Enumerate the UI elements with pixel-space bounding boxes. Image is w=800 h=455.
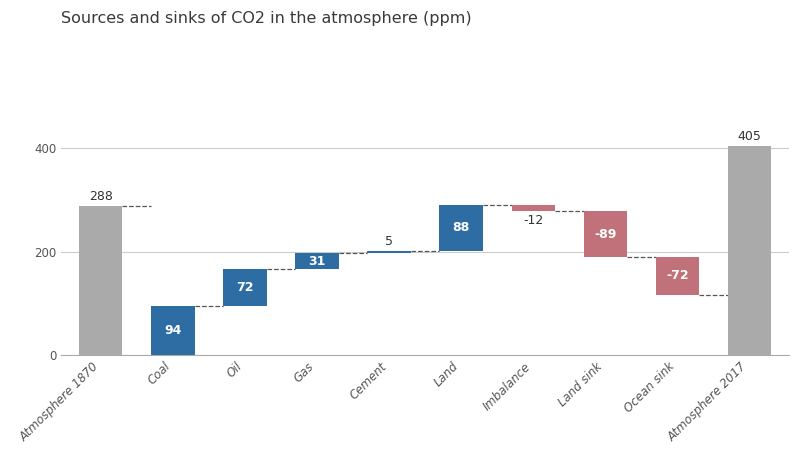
Text: 5: 5 xyxy=(385,235,393,248)
Text: 288: 288 xyxy=(89,191,113,203)
Bar xyxy=(583,211,626,258)
Bar xyxy=(151,307,194,355)
Bar xyxy=(367,251,410,253)
Bar xyxy=(295,253,338,269)
Bar xyxy=(728,146,771,355)
Bar xyxy=(511,205,554,211)
Text: Sources and sinks of CO2 in the atmosphere (ppm): Sources and sinks of CO2 in the atmosphe… xyxy=(62,11,472,26)
Text: 31: 31 xyxy=(308,255,326,268)
Bar xyxy=(79,206,122,355)
Text: -89: -89 xyxy=(594,228,616,241)
Text: -72: -72 xyxy=(666,269,689,283)
Text: 88: 88 xyxy=(453,221,470,234)
Bar xyxy=(656,258,699,294)
Text: 72: 72 xyxy=(236,281,254,294)
Bar xyxy=(223,269,266,307)
Text: -12: -12 xyxy=(523,214,543,227)
Text: 94: 94 xyxy=(164,324,182,337)
Bar xyxy=(439,205,482,251)
Text: 405: 405 xyxy=(738,130,762,143)
